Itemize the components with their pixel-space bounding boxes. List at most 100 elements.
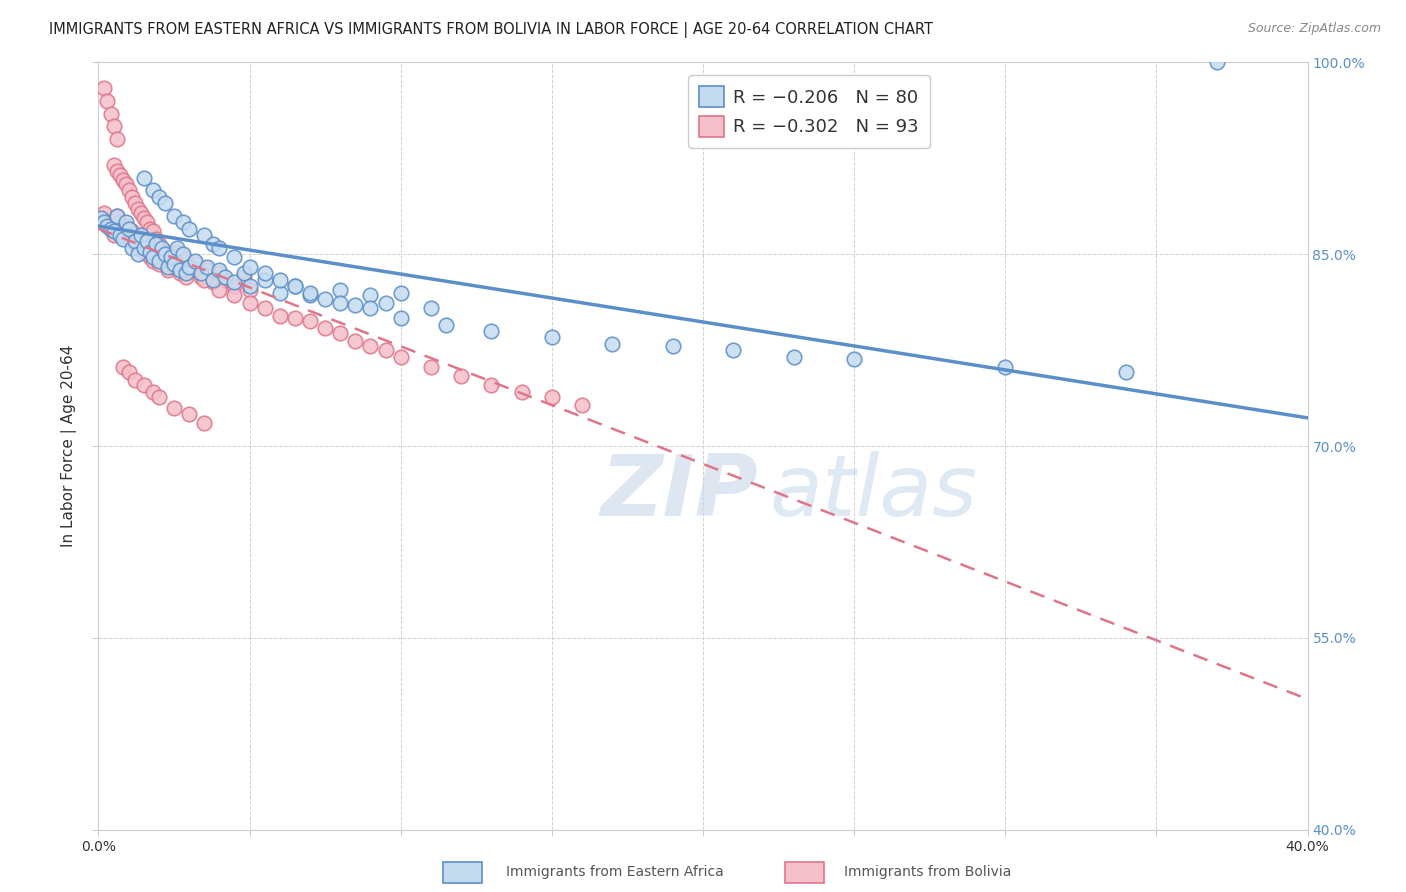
Point	[202, 237, 225, 252]
Point	[169, 267, 191, 281]
Point	[224, 279, 246, 293]
Point	[1115, 365, 1137, 379]
Point	[174, 267, 197, 281]
Point	[160, 253, 183, 268]
Point	[239, 295, 262, 310]
Point	[142, 183, 165, 197]
Point	[434, 318, 457, 332]
Point	[179, 262, 201, 277]
Point	[208, 267, 231, 281]
Point	[224, 276, 246, 290]
Point	[193, 273, 215, 287]
Point	[783, 350, 806, 364]
Point	[184, 253, 207, 268]
Point	[148, 253, 170, 268]
Point	[135, 237, 157, 252]
Point	[184, 257, 207, 271]
Point	[269, 285, 291, 300]
Point	[389, 350, 412, 364]
Point	[360, 288, 382, 302]
Point	[121, 190, 143, 204]
Point	[111, 359, 134, 374]
Point	[160, 250, 183, 264]
Point	[105, 209, 128, 223]
Point	[153, 250, 176, 264]
Point	[269, 309, 291, 323]
Text: Immigrants from Bolivia: Immigrants from Bolivia	[844, 865, 1011, 880]
Point	[253, 301, 276, 315]
Point	[145, 232, 167, 246]
Point	[163, 257, 186, 271]
Point	[214, 273, 236, 287]
Point	[118, 183, 141, 197]
Text: Immigrants from Eastern Africa: Immigrants from Eastern Africa	[506, 865, 724, 880]
Point	[150, 241, 173, 255]
Point	[129, 235, 152, 249]
Point	[284, 311, 307, 326]
Point	[96, 215, 118, 229]
Point	[224, 288, 246, 302]
Text: IMMIGRANTS FROM EASTERN AFRICA VS IMMIGRANTS FROM BOLIVIA IN LABOR FORCE | AGE 2: IMMIGRANTS FROM EASTERN AFRICA VS IMMIGR…	[49, 22, 934, 38]
Point	[148, 237, 170, 252]
Point	[121, 241, 143, 255]
Point	[994, 359, 1017, 374]
Point	[90, 211, 112, 226]
Point	[208, 241, 231, 255]
Point	[108, 228, 131, 243]
Point	[314, 292, 336, 306]
Point	[142, 385, 165, 400]
Point	[145, 241, 167, 255]
Point	[179, 407, 201, 421]
Point	[202, 276, 225, 290]
Point	[844, 352, 866, 367]
Point	[90, 211, 112, 226]
Y-axis label: In Labor Force | Age 20-64: In Labor Force | Age 20-64	[60, 345, 77, 547]
Point	[299, 288, 322, 302]
Point	[195, 260, 218, 274]
Point	[389, 285, 412, 300]
Point	[105, 164, 128, 178]
Point	[172, 250, 194, 264]
Point	[114, 215, 136, 229]
Point	[121, 224, 143, 238]
Point	[153, 196, 176, 211]
Point	[127, 247, 149, 261]
Point	[129, 206, 152, 220]
Point	[96, 94, 118, 108]
Point	[374, 343, 396, 358]
Point	[127, 202, 149, 217]
Point	[314, 321, 336, 335]
Point	[661, 339, 683, 353]
Point	[329, 283, 352, 297]
Point	[114, 177, 136, 191]
Point	[389, 311, 412, 326]
Point	[208, 283, 231, 297]
Point	[253, 267, 276, 281]
Point	[132, 170, 155, 185]
Point	[108, 215, 131, 229]
Point	[420, 301, 443, 315]
Point	[100, 106, 122, 120]
Point	[105, 209, 128, 223]
Point	[284, 279, 307, 293]
Point	[450, 368, 472, 383]
Point	[374, 295, 396, 310]
Point	[129, 228, 152, 243]
Point	[139, 250, 162, 264]
Point	[481, 377, 503, 392]
Point	[344, 298, 367, 312]
Legend: R = −0.206   N = 80, R = −0.302   N = 93: R = −0.206 N = 80, R = −0.302 N = 93	[688, 75, 929, 148]
Point	[179, 221, 201, 235]
Point	[103, 120, 125, 134]
Point	[571, 398, 593, 412]
Point	[208, 262, 231, 277]
Point	[132, 211, 155, 226]
Point	[148, 391, 170, 405]
Point	[142, 250, 165, 264]
Point	[153, 247, 176, 261]
Point	[163, 253, 186, 268]
Point	[111, 224, 134, 238]
Point	[299, 285, 322, 300]
Point	[132, 377, 155, 392]
Point	[193, 416, 215, 430]
